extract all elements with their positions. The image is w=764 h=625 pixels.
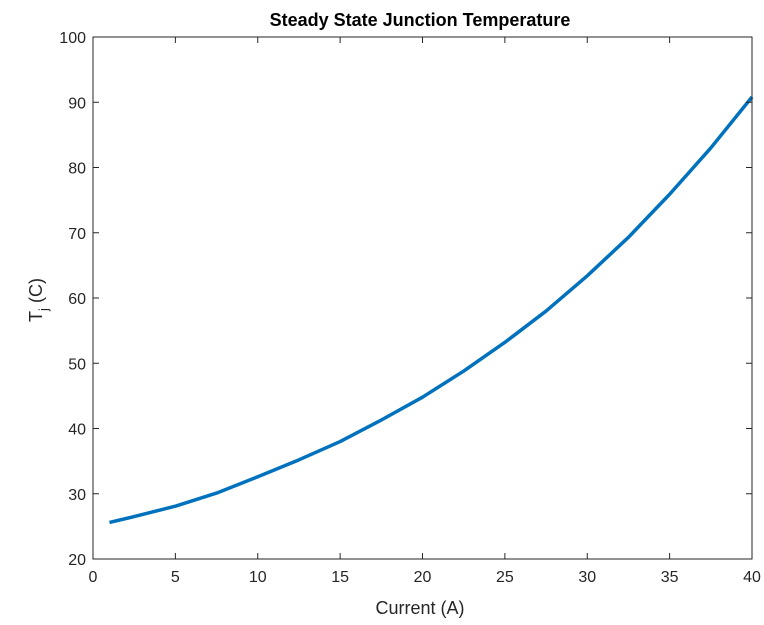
series-line-0 <box>109 95 754 525</box>
plot-area: 0 5 10 15 20 25 30 35 40 20 30 40 50 60 70 80 90 100 <box>59 30 761 586</box>
y-tick-label: 50 <box>68 356 86 373</box>
y-tick-label: 70 <box>68 226 86 243</box>
x-tick-label: 30 <box>578 569 596 586</box>
y-tick-label: 100 <box>59 30 86 47</box>
y-axis-label-subscript: j <box>36 308 51 312</box>
y-tick-label: 90 <box>68 95 86 112</box>
x-tick-label: 15 <box>331 569 349 586</box>
x-tick-label: 20 <box>414 569 432 586</box>
y-tick-label: 20 <box>68 552 86 569</box>
y-axis-label-suffix: (C) <box>26 278 46 308</box>
y-tick-label: 60 <box>68 291 86 308</box>
chart-title: Steady State Junction Temperature <box>270 10 571 30</box>
x-tick-label: 5 <box>171 569 180 586</box>
x-tick-label: 35 <box>661 569 679 586</box>
y-tick-label: 40 <box>68 422 86 439</box>
x-tick-label: 0 <box>89 569 98 586</box>
x-tick-label: 10 <box>249 569 267 586</box>
x-axis-label: Current (A) <box>375 598 464 618</box>
x-tick-label: 25 <box>496 569 514 586</box>
y-tick-label: 80 <box>68 161 86 178</box>
x-tick-label: 40 <box>743 569 761 586</box>
y-tick-label: 30 <box>68 487 86 504</box>
y-axis-label-base: T <box>26 311 46 322</box>
y-axis-label: Tj (C) <box>26 278 51 322</box>
